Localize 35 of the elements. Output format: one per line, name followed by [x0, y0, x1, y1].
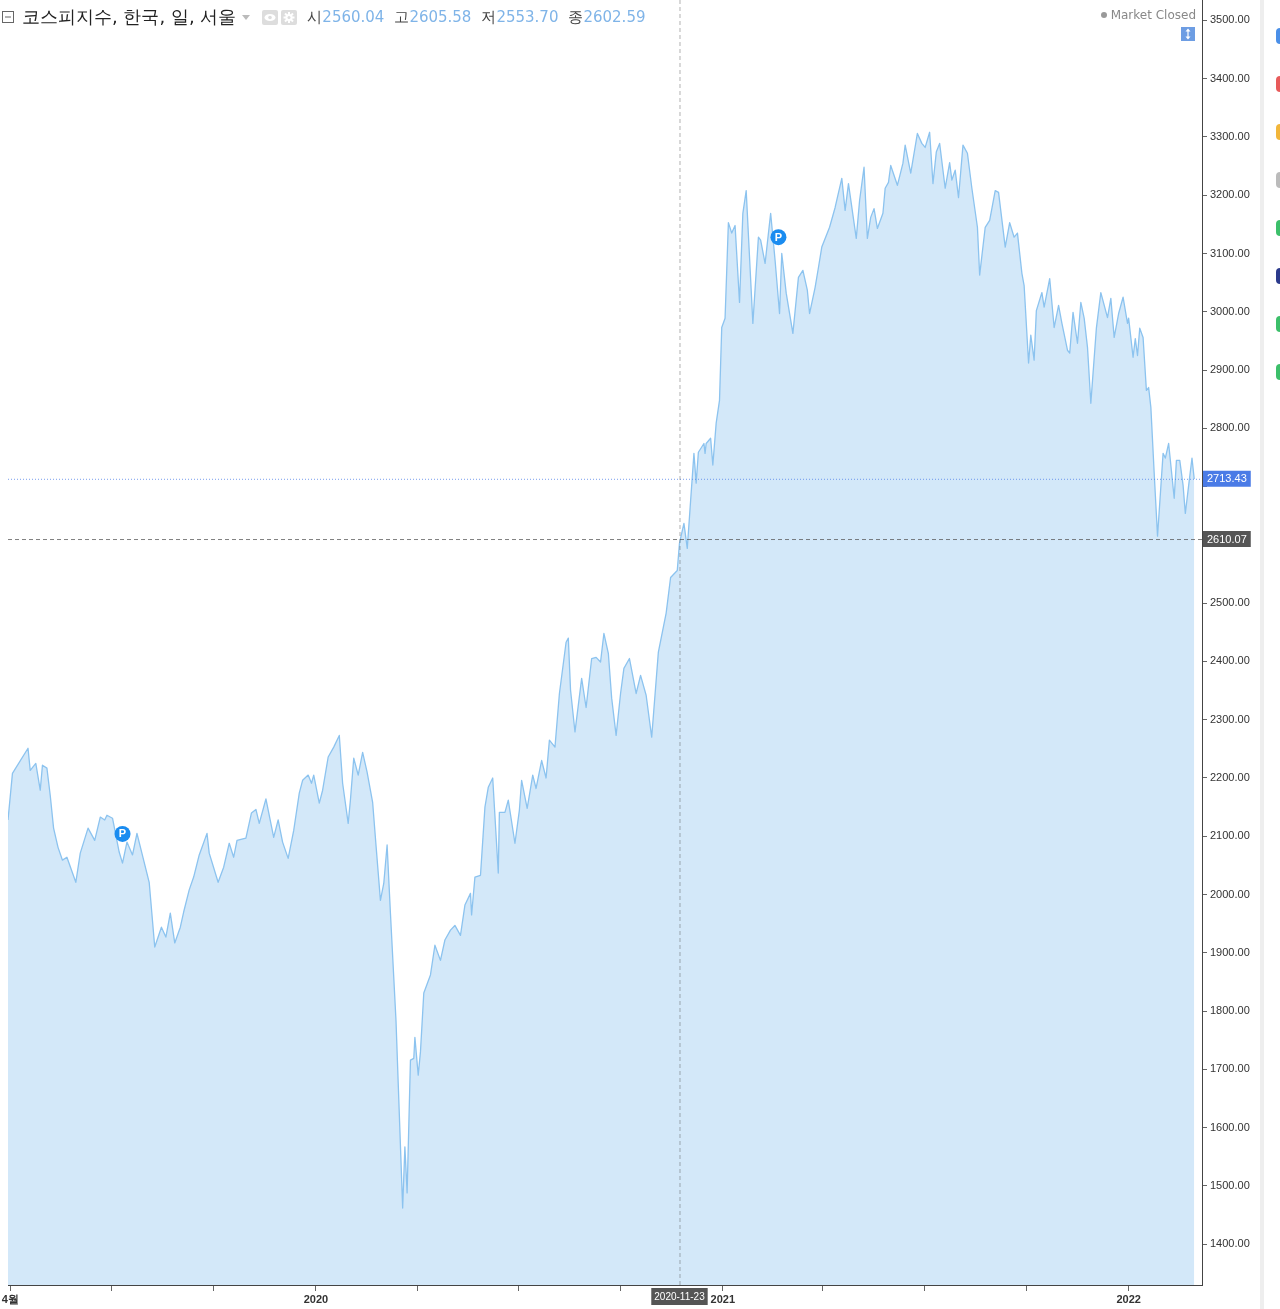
annotation: P — [774, 230, 783, 243]
y-tick-label: 1700.00 — [1210, 1062, 1250, 1075]
chart-title: 코스피지수, 한국, 일, 서울 — [22, 5, 237, 29]
y-tick-label: 2500.00 — [1210, 596, 1250, 609]
y-tick-label: 2300.00 — [1210, 712, 1250, 725]
ref-line-label: 2713.43 — [1207, 472, 1247, 485]
y-tick-label: 3100.00 — [1210, 246, 1250, 259]
y-tick-label: 3000.00 — [1210, 304, 1250, 317]
annotation: P — [118, 827, 127, 840]
y-tick-label: 2400.00 — [1210, 654, 1250, 667]
ref-line-label: 2610.07 — [1207, 532, 1247, 545]
y-tick-label: 1500.00 — [1210, 1178, 1250, 1191]
y-tick-label: 1600.00 — [1210, 1120, 1250, 1133]
ref-line-label: 2020-11-23 — [654, 1290, 706, 1302]
y-tick-label: 2000.00 — [1210, 887, 1250, 900]
x-tick-label: 4월 — [1, 1292, 19, 1305]
annotation: Market Closed — [1110, 8, 1196, 22]
y-tick-label: 3400.00 — [1210, 71, 1250, 84]
y-tick-label: 1900.00 — [1210, 945, 1250, 958]
y-tick-label: 3300.00 — [1210, 129, 1250, 142]
y-tick-label: 3500.00 — [1210, 13, 1250, 26]
annotation: 저2553.70 — [481, 7, 559, 26]
y-tick-label: 2900.00 — [1210, 363, 1250, 376]
annotation: 시2560.04 — [307, 7, 385, 26]
x-tick-label: 2022 — [1116, 1292, 1141, 1305]
y-tick-label: 3200.00 — [1210, 188, 1250, 201]
annotation: 종2602.59 — [568, 7, 646, 26]
y-tick-label: 2800.00 — [1210, 421, 1250, 434]
x-tick-label: 2020 — [303, 1292, 329, 1305]
y-tick-label: 1800.00 — [1210, 1004, 1250, 1017]
annotation: 고2605.58 — [394, 7, 472, 26]
y-tick-label: 1400.00 — [1210, 1237, 1250, 1250]
y-tick-label: 2200.00 — [1210, 771, 1250, 784]
x-tick-label: 2021 — [710, 1292, 736, 1305]
y-tick-label: 2100.00 — [1210, 829, 1250, 842]
